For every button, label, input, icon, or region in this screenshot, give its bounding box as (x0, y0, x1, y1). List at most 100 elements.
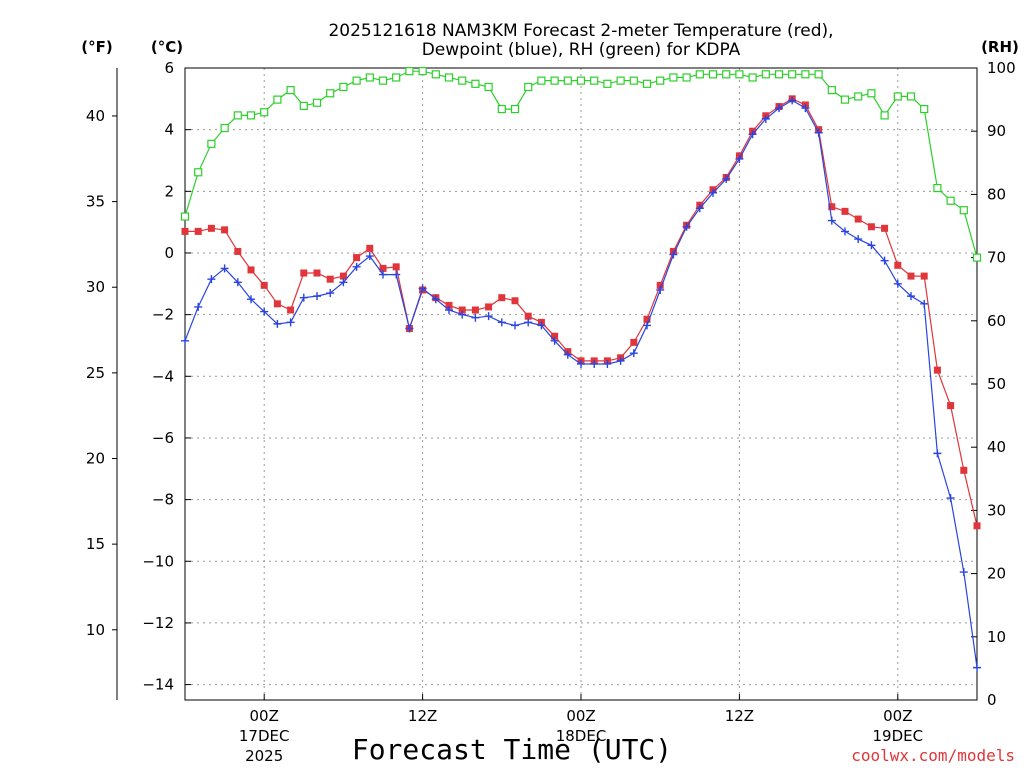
temperature-point (656, 281, 664, 289)
time-tick-label: 12Z (408, 707, 437, 725)
dewpoint-point (643, 321, 651, 330)
data-series (180, 67, 982, 672)
dewpoint-point (656, 285, 665, 294)
rh-point (603, 79, 612, 88)
dewpoint-point (418, 284, 427, 293)
dewpoint-point (484, 312, 493, 321)
dewpoint-point (801, 104, 810, 113)
celsius-tick-label: −6 (152, 429, 174, 447)
dewpoint-point (709, 188, 717, 197)
fahrenheit-tick-label: 10 (86, 621, 105, 639)
dewpoint-point (563, 350, 572, 359)
dewpoint-point (959, 568, 968, 577)
temperature-point (973, 522, 981, 530)
rh-point (616, 76, 625, 85)
rh-tick-label: 40 (987, 438, 1006, 456)
rh-tick-label: 10 (987, 628, 1006, 646)
temperature-point (392, 263, 400, 271)
rh-point (972, 253, 982, 262)
celsius-tick-label: 0 (164, 244, 174, 262)
temperature-point (366, 244, 374, 252)
rh-point (180, 212, 190, 221)
rh-tick-label: 0 (987, 691, 997, 709)
temperature-point (339, 272, 347, 280)
dewpoint-point (854, 235, 863, 244)
dewpoint-point (181, 336, 189, 345)
dewpoint-point (405, 324, 414, 333)
dewpoint-point (669, 250, 678, 259)
dewpoint-point (458, 310, 467, 319)
celsius-tick-label: 4 (164, 121, 174, 139)
rh-point (840, 95, 850, 104)
rh-point (260, 108, 269, 117)
rh-point (510, 104, 520, 114)
rh-point (418, 67, 427, 76)
rh-point (722, 70, 731, 79)
dewpoint-point (260, 307, 269, 316)
rh-point (273, 95, 282, 104)
dewpoint-point (299, 293, 308, 302)
rh-tick-label: 80 (987, 185, 1006, 203)
rh-point (814, 70, 823, 79)
dewpoint-point (524, 318, 533, 327)
rh-point (827, 86, 836, 95)
temperature-point (498, 294, 506, 302)
fahrenheit-tick-label: 15 (86, 535, 105, 553)
axes (116, 67, 978, 701)
temperature-point (920, 272, 928, 280)
dewpoint-point (748, 130, 757, 139)
dewpoint-point (313, 292, 321, 301)
rh-point (906, 92, 916, 101)
dewpoint-point (194, 302, 203, 311)
x-axis-label: Forecast Time (UTC) (352, 733, 672, 766)
time-tick-label: 12Z (725, 707, 754, 725)
dewpoint-point (379, 270, 387, 279)
dewpoint-line (184, 99, 978, 668)
temperature-point (273, 300, 281, 308)
dewpoint-point (893, 279, 902, 288)
rh-point (497, 104, 506, 114)
dewpoint-point (365, 252, 374, 261)
dewpoint-point (247, 295, 255, 304)
time-tick-label: 00Z (883, 707, 912, 725)
temperature-point (828, 203, 836, 211)
rh-tick-label: 60 (987, 312, 1006, 330)
dewpoint-point (233, 278, 242, 287)
rh-point (392, 73, 401, 82)
celsius-unit-label: (°C) (151, 38, 183, 56)
dewpoint-point (907, 292, 915, 301)
rh-point (339, 82, 348, 92)
dewpoint-point (431, 295, 440, 304)
temperature-point (524, 312, 532, 320)
rh-point (959, 206, 968, 215)
celsius-tick-label: −10 (142, 552, 174, 570)
rh-point (194, 168, 203, 177)
celsius-axis: 6 4 2 0 −2 −4 −6 −8 −10 −12 −14 (142, 59, 191, 694)
dewpoint-point (629, 349, 638, 358)
time-tick-date: 17DEC (239, 727, 290, 745)
rh-point (326, 89, 335, 98)
plot-frame (184, 67, 978, 701)
credit-text: coolwx.com/models (851, 746, 1015, 765)
rh-point (405, 67, 414, 76)
dewpoint-point (682, 222, 691, 231)
temperature-point (511, 297, 519, 305)
rh-point (286, 86, 295, 95)
rh-point (854, 92, 863, 101)
temperature-point (458, 306, 466, 314)
temperature-point (960, 466, 968, 474)
celsius-tick-label: 2 (164, 182, 174, 200)
rh-point (299, 101, 308, 111)
temperature-point (933, 366, 941, 374)
temperature-point (353, 254, 361, 262)
dewpoint-point (445, 306, 453, 315)
temperature-point (221, 226, 229, 234)
rh-point (220, 123, 229, 133)
rh-point (444, 73, 454, 82)
time-tick-date: 19DEC (873, 727, 924, 745)
dewpoint-point (352, 262, 361, 271)
rh-point (352, 76, 361, 85)
dewpoint-point (511, 321, 519, 330)
rh-point (774, 70, 784, 79)
